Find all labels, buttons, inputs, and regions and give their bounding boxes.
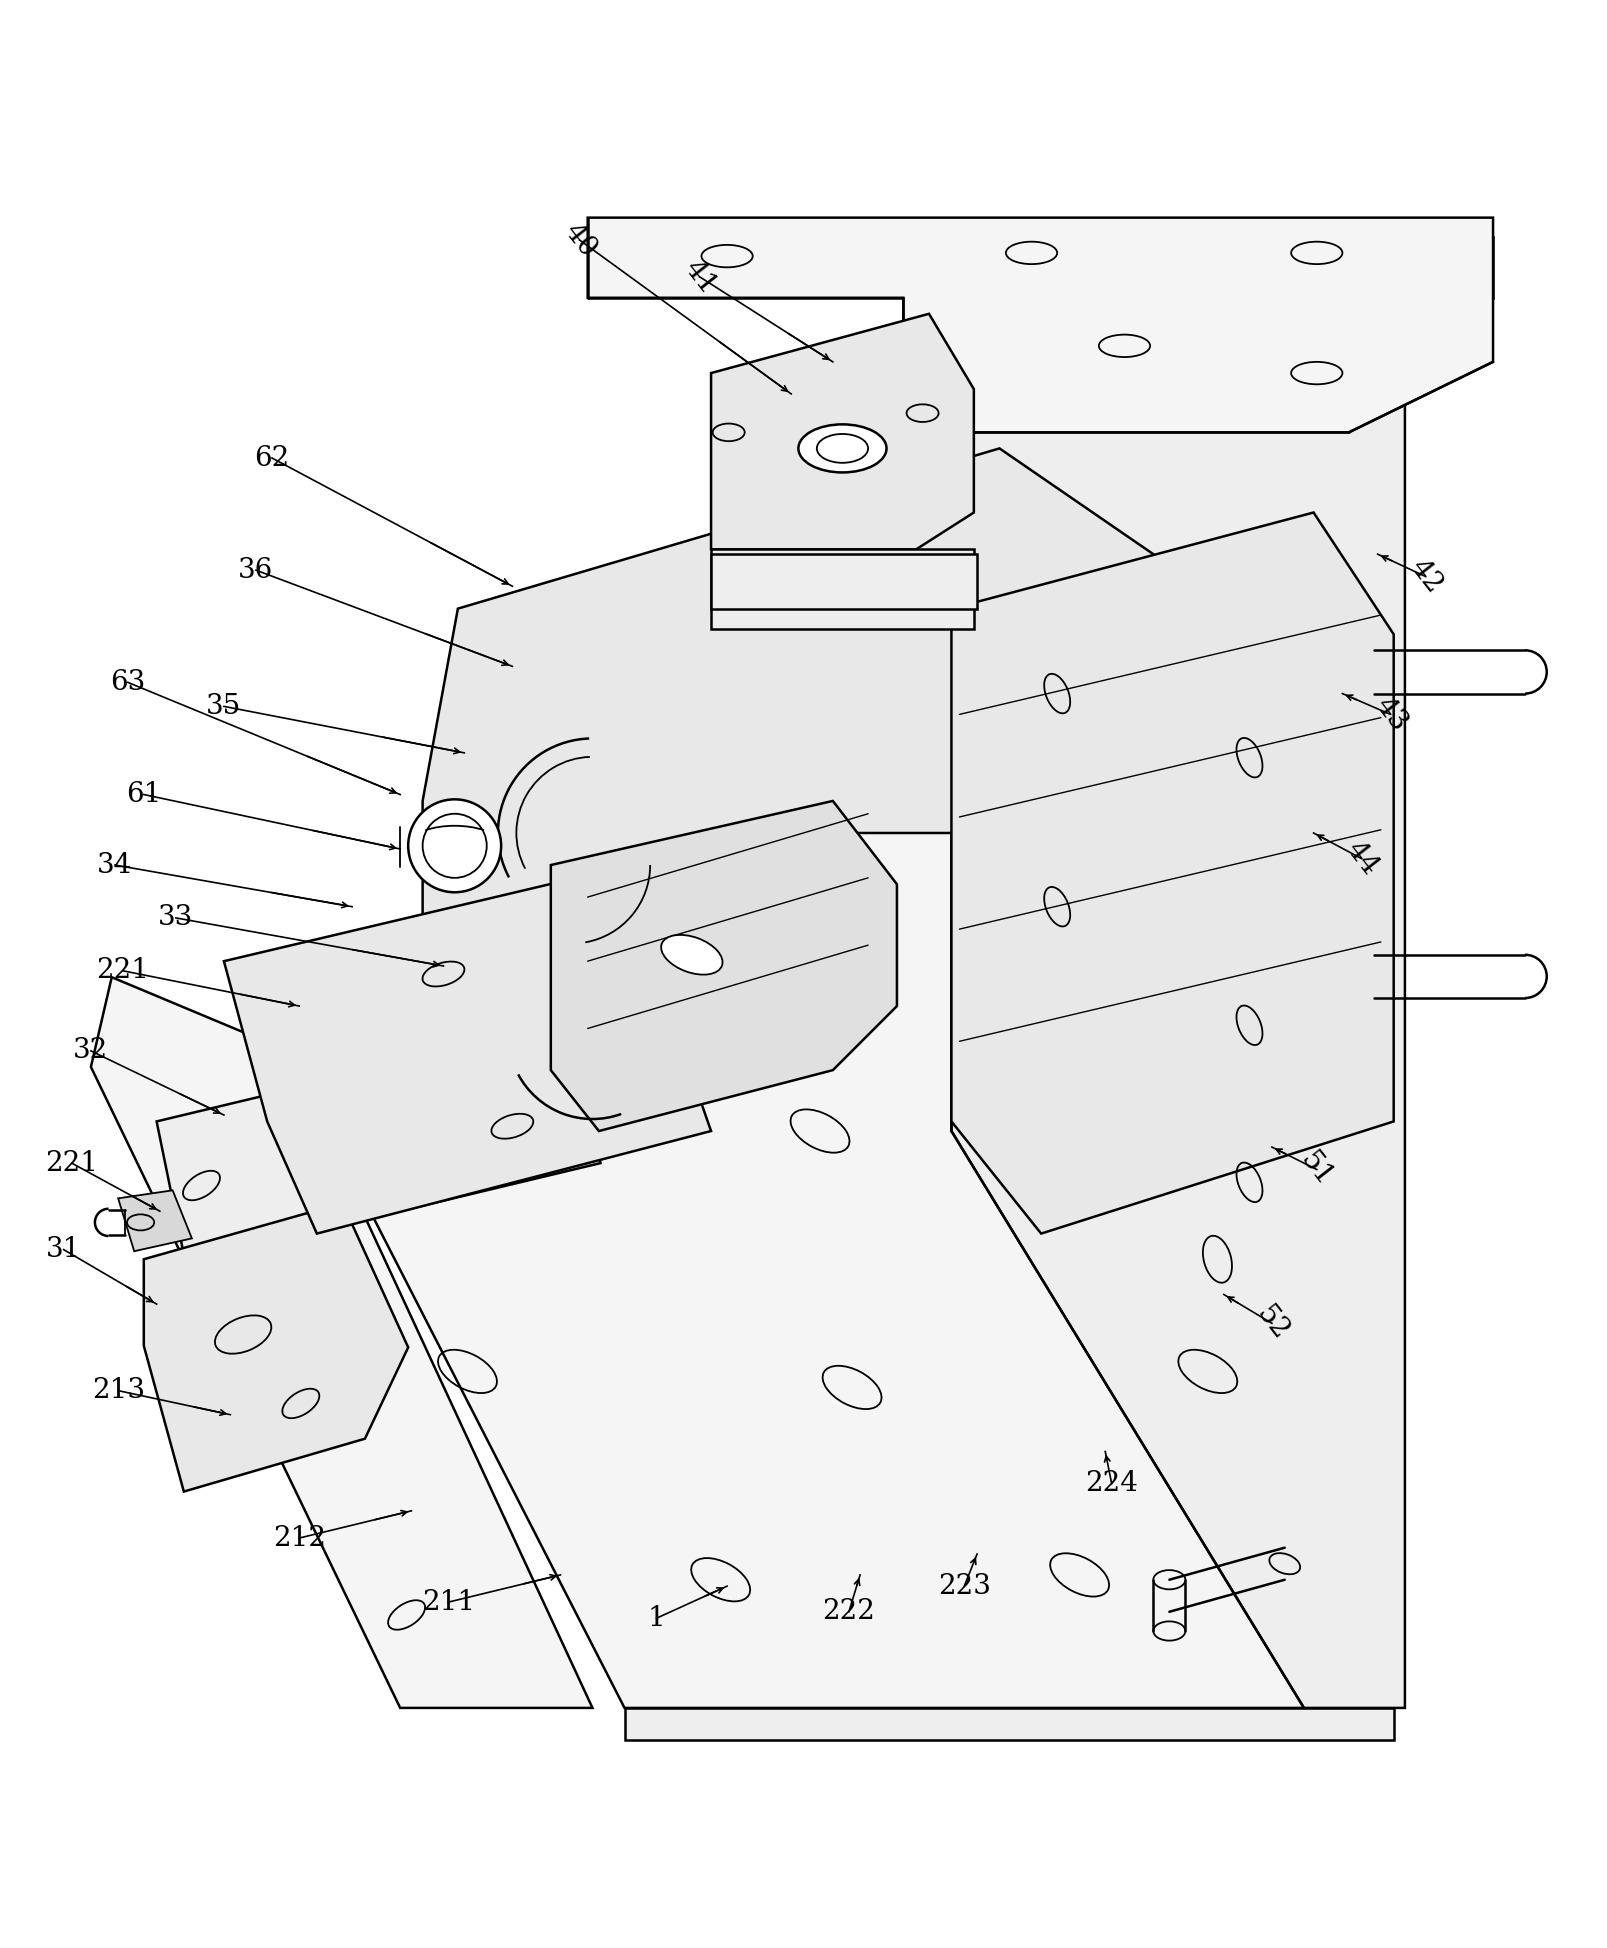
Text: 44: 44 [1339,836,1382,880]
Ellipse shape [660,935,722,974]
Text: 35: 35 [206,693,241,721]
Ellipse shape [408,799,501,892]
Text: 62: 62 [254,444,289,471]
Polygon shape [92,978,591,1708]
Text: 63: 63 [109,668,145,695]
Text: 34: 34 [98,851,132,879]
Polygon shape [710,314,974,549]
Text: 40: 40 [558,218,601,263]
Polygon shape [624,1708,1393,1740]
Polygon shape [117,1190,191,1251]
Text: 31: 31 [47,1237,82,1262]
Ellipse shape [799,425,885,473]
Text: 213: 213 [92,1377,145,1405]
Polygon shape [587,218,1493,432]
Text: 221: 221 [96,956,149,984]
Polygon shape [143,1204,408,1492]
Polygon shape [951,238,1493,298]
Text: 32: 32 [74,1038,108,1064]
Text: 61: 61 [125,781,161,808]
Text: 41: 41 [678,255,722,300]
Text: 51: 51 [1295,1147,1337,1192]
Text: 36: 36 [238,557,273,584]
Polygon shape [156,1023,599,1262]
Polygon shape [288,752,1400,1708]
Text: 42: 42 [1403,555,1446,598]
Text: 223: 223 [937,1572,990,1599]
Text: 1: 1 [648,1605,665,1632]
Text: 212: 212 [273,1525,326,1551]
Polygon shape [710,553,977,608]
Text: 211: 211 [421,1590,474,1615]
Polygon shape [423,448,1152,1034]
Text: 33: 33 [157,904,193,931]
Polygon shape [223,865,710,1233]
Polygon shape [551,801,897,1132]
Text: 222: 222 [821,1597,874,1625]
Text: 43: 43 [1368,692,1411,736]
Text: 221: 221 [45,1149,98,1177]
Polygon shape [951,298,1405,1708]
Text: 224: 224 [1085,1471,1138,1498]
Text: 52: 52 [1250,1301,1292,1346]
Polygon shape [951,512,1393,1233]
Polygon shape [710,549,974,629]
